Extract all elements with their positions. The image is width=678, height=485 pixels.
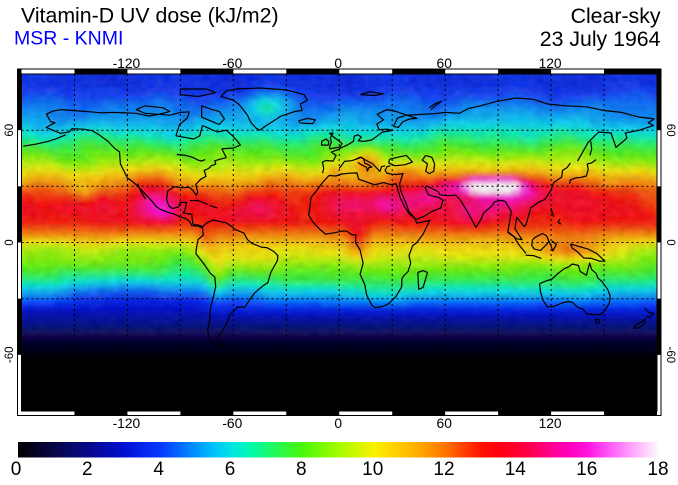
svg-text:8: 8	[296, 459, 307, 480]
svg-text:0: 0	[4, 239, 16, 245]
svg-text:60: 60	[4, 124, 16, 137]
svg-text:-60: -60	[222, 416, 242, 431]
svg-text:60: 60	[664, 124, 676, 137]
svg-text:0: 0	[334, 416, 342, 431]
svg-text:23 July 1964: 23 July 1964	[540, 27, 661, 51]
svg-text:MSR - KNMI: MSR - KNMI	[14, 28, 123, 50]
svg-text:6: 6	[225, 459, 236, 480]
svg-text:14: 14	[505, 459, 527, 480]
svg-text:16: 16	[576, 459, 597, 480]
svg-text:0: 0	[11, 459, 22, 480]
svg-text:120: 120	[539, 416, 562, 431]
svg-text:-60: -60	[664, 346, 676, 363]
svg-text:120: 120	[539, 56, 562, 71]
svg-text:60: 60	[437, 416, 453, 431]
svg-text:18: 18	[647, 459, 668, 480]
svg-text:-120: -120	[113, 56, 141, 71]
svg-text:-120: -120	[113, 416, 141, 431]
svg-text:4: 4	[153, 459, 164, 480]
svg-text:0: 0	[334, 56, 342, 71]
svg-text:-60: -60	[4, 346, 16, 363]
svg-text:10: 10	[362, 459, 383, 480]
svg-text:-60: -60	[222, 56, 242, 71]
svg-text:0: 0	[664, 239, 676, 245]
svg-text:60: 60	[437, 56, 453, 71]
svg-text:2: 2	[82, 459, 93, 480]
svg-text:Clear-sky: Clear-sky	[571, 4, 661, 28]
svg-text:Vitamin-D UV dose (kJ/m2): Vitamin-D UV dose (kJ/m2)	[21, 3, 279, 27]
svg-text:12: 12	[433, 459, 454, 480]
